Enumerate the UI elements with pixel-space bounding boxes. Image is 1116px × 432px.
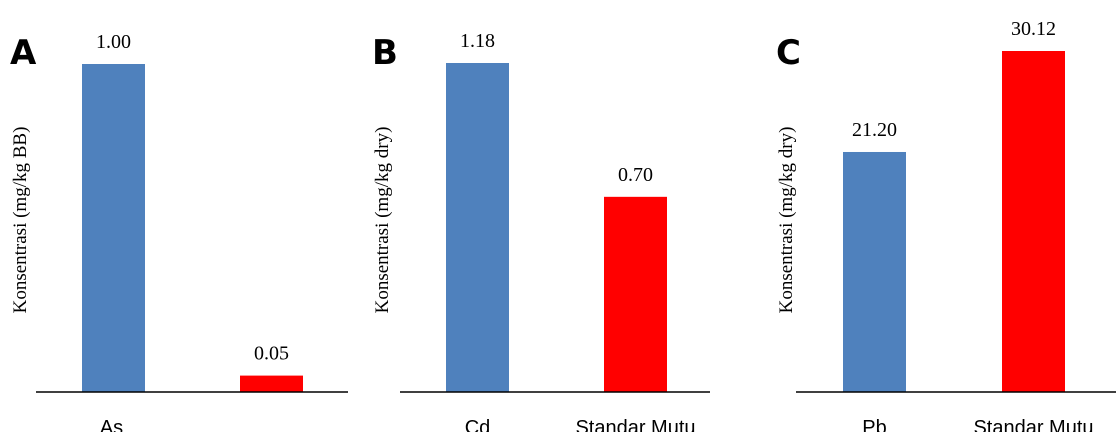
panel-b-category-label-2: Standar Mutu (575, 417, 695, 432)
panel-a-value-label-1: 1.00 (96, 31, 131, 53)
panel-c-bar-2 (1002, 51, 1065, 392)
panel-c-value-label-1: 21.20 (852, 119, 897, 141)
panel-a-letter: A (10, 33, 37, 73)
panel-b-bar-2 (604, 196, 667, 392)
panel-c-value-label-2: 30.12 (1011, 18, 1056, 40)
panel-a-bar-2 (240, 375, 303, 392)
panel-b-category-label-1: Cd (465, 417, 491, 432)
panel-b-value-label-1: 1.18 (460, 30, 495, 52)
panel-c-category-label-1: Pb (862, 417, 886, 432)
panel-a-category-label-1: As (100, 417, 123, 432)
panel-a-value-label-2: 0.05 (254, 343, 289, 365)
panel-a-bar-1 (82, 64, 145, 392)
panel-c-y-axis-label: Konsentrasi (mg/kg dry) (776, 127, 797, 314)
panel-c-bar-1 (843, 151, 906, 392)
panel-b-y-axis-label: Konsentrasi (mg/kg dry) (372, 127, 393, 314)
panel-a-y-axis-label: Konsentrasi (mg/kg BB) (10, 127, 31, 314)
panel-c-category-label-2: Standar Mutu (973, 417, 1093, 432)
panel-b-letter: B (372, 33, 398, 73)
panel-b-value-label-2: 0.70 (618, 164, 653, 186)
panel-c-letter: C (776, 33, 801, 73)
panel-b-bar-1 (446, 63, 509, 392)
